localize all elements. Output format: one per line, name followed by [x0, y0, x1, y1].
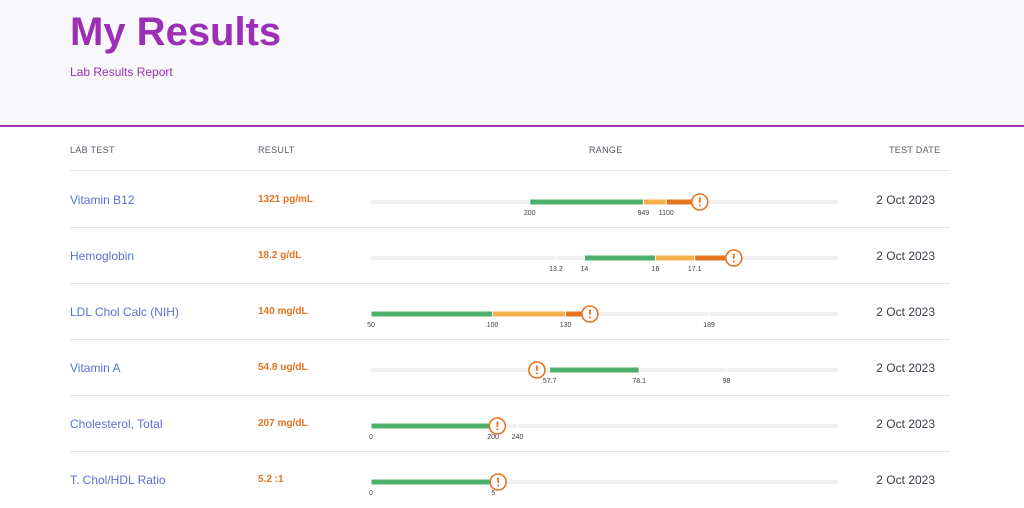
- tick-label: 0: [369, 434, 373, 441]
- table-row: Vitamin B12 1321 pg/mL 200 949 1100 2 Oct …: [70, 172, 950, 228]
- result-value: 207 mg/dL: [258, 418, 308, 429]
- result-marker: [489, 473, 507, 491]
- range-zone-normal: [371, 479, 494, 485]
- tick-label: 949: [637, 210, 649, 217]
- table-row: Vitamin A 54.8 ug/dL 57.7 78.1 98 2 Oct 20…: [70, 340, 950, 396]
- tick-label: 240: [512, 434, 524, 441]
- tick-label: 0: [369, 490, 373, 497]
- lab-test-name[interactable]: LDL Chol Calc (NIH): [70, 305, 179, 319]
- lab-test-name[interactable]: Vitamin B12: [70, 193, 135, 207]
- header-divider: [70, 170, 950, 171]
- range-zone-normal: [549, 367, 640, 373]
- result-marker: [724, 249, 743, 267]
- range-bar: 13.2 14 16 17.1: [371, 249, 838, 273]
- lab-test-name[interactable]: Cholesterol, Total: [70, 417, 163, 431]
- tick-label: 200: [524, 210, 536, 217]
- range-zone-normal: [371, 423, 494, 429]
- table-row: LDL Chol Calc (NIH) 140 mg/dL 50 100 130 18…: [70, 284, 950, 340]
- test-date: 2 Oct 2023: [876, 417, 935, 431]
- result-value: 5.2 :1: [258, 474, 284, 485]
- alert-mark-dot: [732, 260, 735, 263]
- tick-label: 17.1: [688, 266, 702, 273]
- lab-test-name[interactable]: Hemoglobin: [70, 249, 135, 263]
- tick-label: 100: [487, 322, 499, 329]
- alert-mark-stem: [497, 477, 500, 483]
- result-marker: [581, 305, 599, 323]
- page-header: My Results Lab Results Report: [0, 0, 1024, 127]
- column-header-result: RESULT: [258, 145, 295, 155]
- table-row: Cholesterol, Total 207 mg/dL 0 200 240 2 O…: [70, 396, 950, 452]
- tick-label: 130: [560, 322, 572, 329]
- tick-label: 14: [581, 266, 589, 273]
- test-date: 2 Oct 2023: [876, 305, 935, 319]
- result-value: 140 mg/dL: [258, 306, 308, 317]
- result-value: 54.8 ug/dL: [258, 362, 308, 373]
- page-title: My Results: [70, 10, 282, 54]
- range-zone-borderline: [492, 311, 566, 317]
- tick-label: 200: [487, 434, 499, 441]
- range-bar: 0 200 240: [369, 417, 838, 441]
- result-marker: [528, 361, 546, 379]
- range-zone-normal: [371, 311, 493, 317]
- range-zone-high: [694, 255, 734, 261]
- test-date: 2 Oct 2023: [876, 249, 935, 263]
- tick-label: 13.2: [549, 266, 563, 273]
- tick-label: 16: [652, 266, 660, 273]
- test-date: 2 Oct 2023: [876, 193, 935, 207]
- tick-label: 5: [491, 490, 495, 497]
- tick-label: 50: [367, 322, 375, 329]
- alert-mark-stem: [589, 309, 591, 315]
- alert-mark-dot: [588, 316, 591, 319]
- range-bar: 57.7 78.1 98: [371, 361, 838, 385]
- column-header-range: RANGE: [589, 145, 623, 155]
- alert-mark-stem: [536, 365, 538, 371]
- range-bar: 50 100 130 189: [367, 305, 838, 329]
- alert-mark-stem: [732, 253, 735, 259]
- table-row: Hemoglobin 18.2 g/dL 13.2 14 16 17.1 2 Oct …: [70, 228, 950, 284]
- range-zone-normal: [529, 199, 644, 205]
- range-zone-high: [666, 199, 700, 205]
- column-header-test-date: TEST DATE: [889, 145, 941, 155]
- result-marker: [488, 417, 507, 435]
- alert-mark-dot: [497, 484, 500, 487]
- range-zone-normal: [584, 255, 656, 261]
- result-value: 1321 pg/mL: [258, 194, 314, 205]
- tick-label: 98: [723, 378, 731, 385]
- tick-label: 189: [703, 322, 715, 329]
- result-marker: [690, 193, 709, 211]
- range-zone-borderline: [655, 255, 695, 261]
- alert-mark-dot: [535, 372, 538, 375]
- column-header-lab-test: LAB TEST: [70, 145, 115, 155]
- tick-label: 78.1: [632, 378, 646, 385]
- alert-mark-stem: [698, 197, 701, 203]
- range-zone-borderline: [643, 199, 667, 205]
- test-date: 2 Oct 2023: [876, 473, 935, 487]
- alert-mark-dot: [496, 428, 499, 431]
- lab-test-name[interactable]: T. Chol/HDL Ratio: [70, 473, 166, 487]
- tick-label: 57.7: [543, 378, 557, 385]
- alert-mark-dot: [698, 204, 701, 207]
- alert-mark-stem: [496, 421, 499, 427]
- page-subtitle: Lab Results Report: [70, 65, 173, 79]
- result-value: 18.2 g/dL: [258, 250, 302, 261]
- range-zone-high: [565, 311, 590, 317]
- test-date: 2 Oct 2023: [876, 361, 935, 375]
- range-bar: 200 949 1100: [371, 193, 838, 217]
- tick-label: 1100: [659, 210, 674, 217]
- lab-test-name[interactable]: Vitamin A: [70, 361, 121, 375]
